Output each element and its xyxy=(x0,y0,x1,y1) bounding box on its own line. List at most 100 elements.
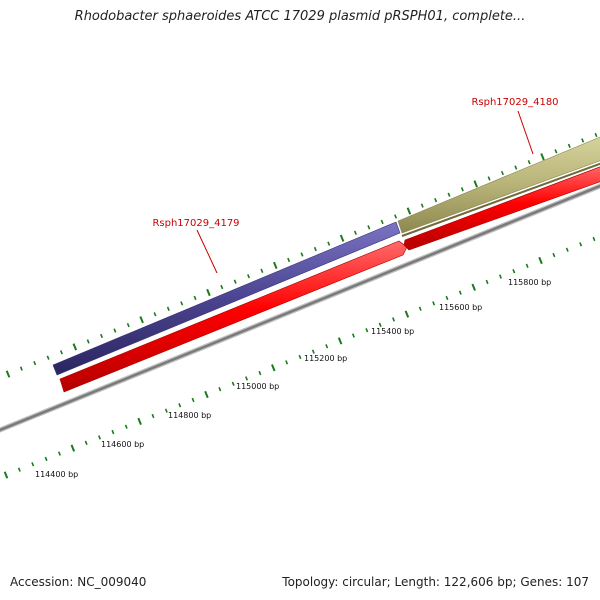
minor-tick xyxy=(458,290,462,295)
ruler-label: 115000 bp xyxy=(236,382,279,391)
minor-tick xyxy=(111,429,115,435)
minor-tick xyxy=(432,301,436,306)
minor-tick xyxy=(44,456,48,462)
major-tick xyxy=(72,343,78,351)
major-tick xyxy=(206,288,211,297)
backbone-line xyxy=(0,184,600,432)
minor-tick xyxy=(231,381,235,386)
minor-tick xyxy=(124,424,128,429)
minor-tick xyxy=(592,236,596,242)
minor-tick xyxy=(180,301,184,306)
minor-tick xyxy=(300,252,304,257)
minor-tick xyxy=(325,344,329,349)
inner-tick-marks xyxy=(3,236,596,479)
gene-label-rsph17029-4180[interactable]: Rsph17029_4180 xyxy=(471,97,558,108)
major-tick xyxy=(406,207,412,215)
minor-tick xyxy=(59,350,63,355)
minor-tick xyxy=(485,279,489,285)
minor-tick xyxy=(57,451,61,456)
gene-feature-rsph17029-4180[interactable] xyxy=(397,135,600,234)
major-tick xyxy=(538,256,543,265)
minor-tick xyxy=(100,333,104,339)
major-tick xyxy=(139,316,144,324)
ruler-label: 115600 bp xyxy=(439,303,482,312)
major-tick xyxy=(471,283,476,291)
minor-tick xyxy=(113,328,117,333)
minor-tick xyxy=(260,268,264,273)
minor-tick xyxy=(327,241,331,246)
minor-tick xyxy=(311,349,315,354)
minor-tick xyxy=(581,138,585,143)
cds-segment-right[interactable] xyxy=(403,165,600,251)
minor-tick xyxy=(193,295,197,301)
ruler-label: 115200 bp xyxy=(304,354,347,363)
accession-text: Accession: NC_009040 xyxy=(10,575,147,589)
major-tick xyxy=(540,153,545,161)
gene-label-connector-4180 xyxy=(517,110,534,155)
minor-tick xyxy=(164,408,168,413)
minor-tick xyxy=(19,366,23,371)
map-title: Rhodobacter sphaeroides ATCC 17029 plasm… xyxy=(74,9,526,24)
minor-tick xyxy=(46,355,50,360)
minor-tick xyxy=(498,274,502,279)
gene-feature-rsph17029-4179[interactable] xyxy=(52,221,401,376)
major-tick xyxy=(473,180,478,188)
minor-tick xyxy=(191,397,195,403)
minor-tick xyxy=(514,165,518,170)
minor-tick xyxy=(552,252,556,258)
ruler-label: 114400 bp xyxy=(35,470,78,479)
minor-tick xyxy=(298,354,302,360)
minor-tick xyxy=(525,263,529,268)
minor-tick xyxy=(98,435,102,440)
minor-tick xyxy=(594,132,598,138)
ruler-label: 114800 bp xyxy=(168,411,211,420)
minor-tick xyxy=(567,143,571,149)
minor-tick xyxy=(512,269,516,274)
minor-tick xyxy=(33,360,37,366)
major-tick xyxy=(5,370,11,378)
minor-tick xyxy=(378,322,382,327)
minor-tick xyxy=(394,214,398,219)
gene-label-rsph17029-4179[interactable]: Rsph17029_4179 xyxy=(152,218,239,229)
minor-tick xyxy=(313,246,317,252)
major-tick xyxy=(339,234,345,242)
minor-tick xyxy=(365,328,369,333)
gene-label-connector-4179 xyxy=(196,229,218,274)
major-tick xyxy=(273,261,278,269)
major-tick xyxy=(70,444,76,452)
minor-tick xyxy=(418,306,422,311)
gene-feature-underline xyxy=(401,162,600,237)
minor-tick xyxy=(367,225,371,230)
minor-tick xyxy=(153,312,157,317)
cds-arrow-left[interactable] xyxy=(59,240,408,393)
minor-tick xyxy=(487,176,491,181)
minor-tick xyxy=(434,198,438,203)
outer-tick-marks xyxy=(5,132,598,378)
major-tick xyxy=(337,337,343,345)
minor-tick xyxy=(380,219,384,225)
minor-tick xyxy=(353,230,357,235)
major-tick xyxy=(3,471,9,479)
major-tick xyxy=(271,364,276,372)
minor-tick xyxy=(86,339,90,344)
minor-tick xyxy=(245,376,249,381)
minor-tick xyxy=(351,333,355,338)
minor-tick xyxy=(84,440,88,445)
minor-tick xyxy=(220,284,224,290)
minor-tick xyxy=(579,242,583,247)
minor-tick xyxy=(247,274,251,279)
minor-tick xyxy=(420,203,424,208)
minor-tick xyxy=(527,160,531,165)
minor-tick xyxy=(178,403,182,408)
ruler-label: 115800 bp xyxy=(508,278,551,287)
minor-tick xyxy=(218,387,222,392)
minor-tick xyxy=(460,187,464,192)
minor-tick xyxy=(554,149,558,154)
major-tick xyxy=(137,417,142,425)
major-tick xyxy=(404,310,410,318)
minor-tick xyxy=(151,413,155,419)
ruler-label: 114600 bp xyxy=(101,440,144,449)
minor-tick xyxy=(285,360,289,365)
